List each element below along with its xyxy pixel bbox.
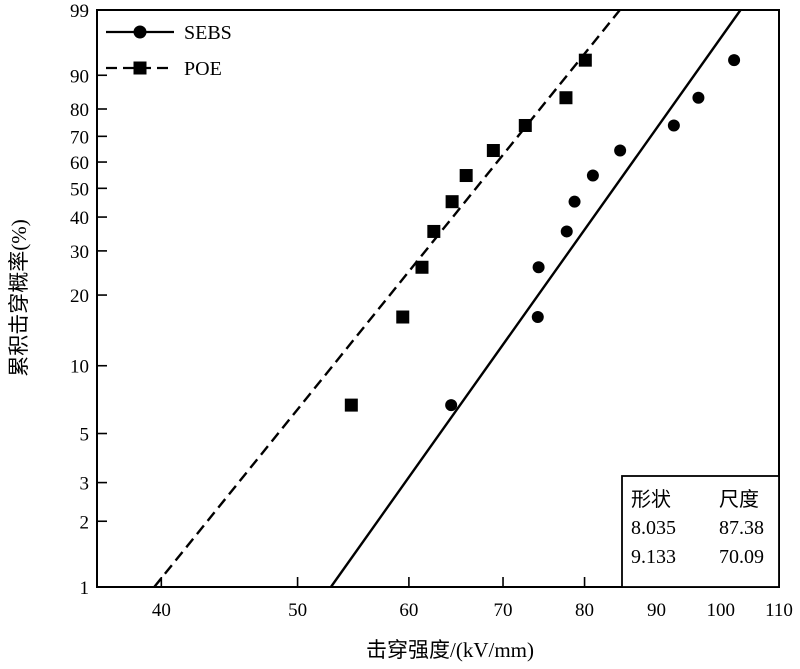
data-point-poe — [445, 195, 459, 209]
parameter-table: 形状 尺度 8.035 87.38 9.133 70.09 — [621, 475, 780, 588]
y-tick-label: 60 — [70, 153, 89, 174]
x-tick-label: 80 — [575, 600, 594, 621]
data-point-sebs — [531, 311, 544, 324]
fit-lines — [153, 9, 742, 588]
plot-frame — [96, 9, 780, 588]
table-cell-r1-scale: 87.38 — [719, 517, 764, 539]
y-tick-label: 30 — [70, 242, 89, 263]
fit-line-poe — [153, 9, 621, 588]
data-point-poe — [486, 144, 500, 158]
table-cell-r1-shape: 8.035 — [631, 517, 676, 539]
y-tick-label: 3 — [80, 474, 90, 495]
data-point-poe — [559, 91, 573, 105]
x-tick-label: 100 — [707, 600, 736, 621]
data-point-sebs — [445, 399, 458, 412]
x-tick-label: 90 — [647, 600, 666, 621]
legend-label-sebs: SEBS — [184, 22, 232, 44]
x-tick-label: 70 — [494, 600, 513, 621]
data-markers — [344, 53, 741, 412]
y-tick-label: 40 — [70, 208, 89, 229]
data-point-sebs — [728, 54, 741, 67]
y-tick-label: 20 — [70, 286, 89, 307]
legend-label-poe: POE — [184, 58, 222, 80]
y-tick-label: 5 — [80, 425, 90, 446]
y-tick-label: 80 — [70, 100, 89, 121]
table-header-shape: 形状 — [631, 488, 671, 511]
y-tick-label: 90 — [70, 66, 89, 87]
data-point-poe — [396, 310, 410, 324]
data-point-sebs — [667, 119, 680, 132]
y-axis: 1 2 3 5 10 20 30 40 50 60 70 80 90 99 — [70, 1, 107, 599]
table-cell-r2-shape: 9.133 — [631, 546, 676, 568]
y-tick-label: 50 — [70, 179, 89, 200]
data-point-sebs — [532, 261, 545, 274]
data-point-poe — [344, 398, 358, 412]
data-point-sebs — [568, 195, 581, 208]
data-point-poe — [459, 169, 473, 183]
y-tick-label: 70 — [70, 127, 89, 148]
y-tick-label: 99 — [70, 1, 89, 22]
y-tick-label: 10 — [70, 357, 89, 378]
data-point-sebs — [586, 169, 599, 182]
data-point-poe — [518, 118, 532, 132]
x-tick-label: 110 — [765, 600, 793, 621]
parameter-table-box — [621, 475, 780, 588]
x-tick-label: 60 — [399, 600, 418, 621]
table-cell-r2-scale: 70.09 — [719, 546, 764, 568]
legend-marker-poe — [133, 61, 147, 75]
x-tick-label: 50 — [288, 600, 307, 621]
y-tick-label: 2 — [80, 512, 90, 533]
y-axis-title: 累积击穿概率(%) — [7, 219, 31, 376]
x-axis-title: 击穿强度/(kV/mm) — [366, 638, 534, 662]
y-tick-label: 1 — [80, 578, 90, 599]
table-header-scale: 尺度 — [719, 488, 759, 511]
data-point-sebs — [692, 91, 705, 104]
data-point-sebs — [614, 144, 627, 157]
data-point-sebs — [560, 225, 573, 238]
x-tick-label: 40 — [152, 600, 171, 621]
legend: SEBS POE — [106, 22, 232, 80]
data-point-poe — [415, 260, 429, 274]
data-point-poe — [578, 53, 592, 67]
x-axis: 40 50 60 70 80 90 100 110 — [152, 577, 793, 621]
data-point-poe — [427, 224, 441, 238]
legend-marker-sebs — [133, 25, 147, 39]
fit-line-sebs — [329, 9, 742, 588]
